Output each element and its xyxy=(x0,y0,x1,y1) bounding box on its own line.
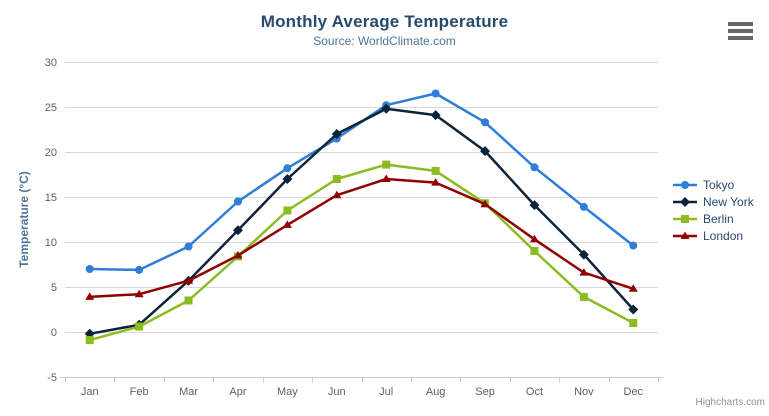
data-point xyxy=(233,251,243,259)
data-point xyxy=(681,180,689,189)
series-line xyxy=(88,163,635,342)
x-axis-tick-label: Aug xyxy=(426,386,446,398)
data-point xyxy=(578,249,589,260)
data-point xyxy=(431,178,441,186)
data-point xyxy=(629,319,638,327)
x-axis-tick-label: Jun xyxy=(328,386,346,398)
credits-link[interactable]: Highcharts.com xyxy=(695,397,765,408)
data-point xyxy=(381,103,392,114)
x-axis-tick-label: Jan xyxy=(81,386,99,398)
legend-marker-square-icon xyxy=(673,214,697,223)
legend-label: Tokyo xyxy=(703,177,735,192)
data-point xyxy=(579,202,588,211)
data-point xyxy=(431,166,440,175)
data-point xyxy=(628,284,638,292)
data-point xyxy=(529,234,539,243)
y-axis-tick-label: -5 xyxy=(47,372,57,384)
y-axis-tick-label: 10 xyxy=(45,237,57,249)
series-tokyo xyxy=(85,89,638,274)
x-axis-tick-label: Oct xyxy=(526,386,543,398)
legend-label: Berlin xyxy=(703,211,734,226)
legend-label: New York xyxy=(703,194,754,209)
legend-marker-circle-icon xyxy=(673,180,697,189)
series-london xyxy=(85,174,638,300)
x-axis-tick-label: Mar xyxy=(179,386,198,398)
hamburger-icon xyxy=(728,22,753,26)
data-point xyxy=(382,160,391,169)
data-point xyxy=(579,268,589,276)
data-point xyxy=(85,292,95,300)
y-axis-tick-label: 15 xyxy=(45,192,57,204)
data-point xyxy=(232,225,243,236)
data-point xyxy=(381,174,391,182)
legend-item-london[interactable]: London xyxy=(672,227,754,244)
data-point xyxy=(629,241,638,250)
x-axis-tick-label: Apr xyxy=(229,386,246,398)
hamburger-icon xyxy=(728,36,753,40)
y-axis-tick-label: 30 xyxy=(45,57,57,69)
data-point xyxy=(579,292,588,301)
data-point xyxy=(680,231,690,239)
legend-label: London xyxy=(703,228,744,243)
x-axis-tick-label: Jul xyxy=(379,386,393,398)
data-point xyxy=(85,336,94,345)
data-point xyxy=(480,199,490,208)
data-point xyxy=(481,118,490,127)
series-new-york xyxy=(84,103,639,339)
x-axis-tick-label: May xyxy=(277,386,298,398)
y-axis-tick-label: 25 xyxy=(45,102,57,114)
data-point xyxy=(135,265,144,274)
data-point xyxy=(332,190,342,199)
data-point xyxy=(85,265,94,273)
data-point xyxy=(681,214,689,223)
data-point xyxy=(282,220,292,228)
hamburger-icon xyxy=(728,29,753,33)
x-axis-tick-label: Feb xyxy=(130,386,149,398)
data-point xyxy=(184,276,194,284)
data-point xyxy=(430,110,441,121)
series-line xyxy=(88,177,635,299)
data-point xyxy=(431,89,440,98)
data-point xyxy=(282,174,293,184)
legend-item-tokyo[interactable]: Tokyo xyxy=(672,176,754,193)
x-axis-tick-label: Dec xyxy=(624,386,644,398)
data-point xyxy=(680,196,690,207)
data-point xyxy=(184,296,193,305)
series-line xyxy=(88,107,635,336)
legend-marker-diamond-icon xyxy=(673,196,697,207)
y-axis-tick-label: 0 xyxy=(51,327,57,339)
y-axis-tick-label: 20 xyxy=(45,147,57,159)
legend-item-berlin[interactable]: Berlin xyxy=(672,210,754,227)
data-point xyxy=(332,175,341,183)
x-axis-tick-label: Sep xyxy=(475,386,495,398)
data-point xyxy=(233,197,242,206)
chart-subtitle: Source: WorldClimate.com xyxy=(313,34,456,48)
data-point xyxy=(283,206,292,215)
chart-title: Monthly Average Temperature xyxy=(260,12,509,31)
data-point xyxy=(530,163,539,172)
data-point xyxy=(529,200,540,211)
export-menu-button[interactable] xyxy=(728,22,753,40)
x-axis-tick-label: Nov xyxy=(574,386,594,398)
data-point xyxy=(530,247,539,255)
y-axis-title: Temperature (°C) xyxy=(17,171,31,268)
data-point xyxy=(480,146,491,157)
data-point xyxy=(134,289,144,298)
data-point xyxy=(331,129,342,139)
legend-marker-triangle-icon xyxy=(673,231,697,239)
data-point xyxy=(184,242,193,251)
y-axis-tick-label: 5 xyxy=(51,282,57,294)
data-point xyxy=(283,164,292,173)
series-line xyxy=(88,92,635,272)
legend-item-new-york[interactable]: New York xyxy=(672,193,754,210)
legend: Tokyo New York Berlin London xyxy=(672,176,754,244)
data-point xyxy=(628,304,639,315)
data-point xyxy=(135,322,144,331)
